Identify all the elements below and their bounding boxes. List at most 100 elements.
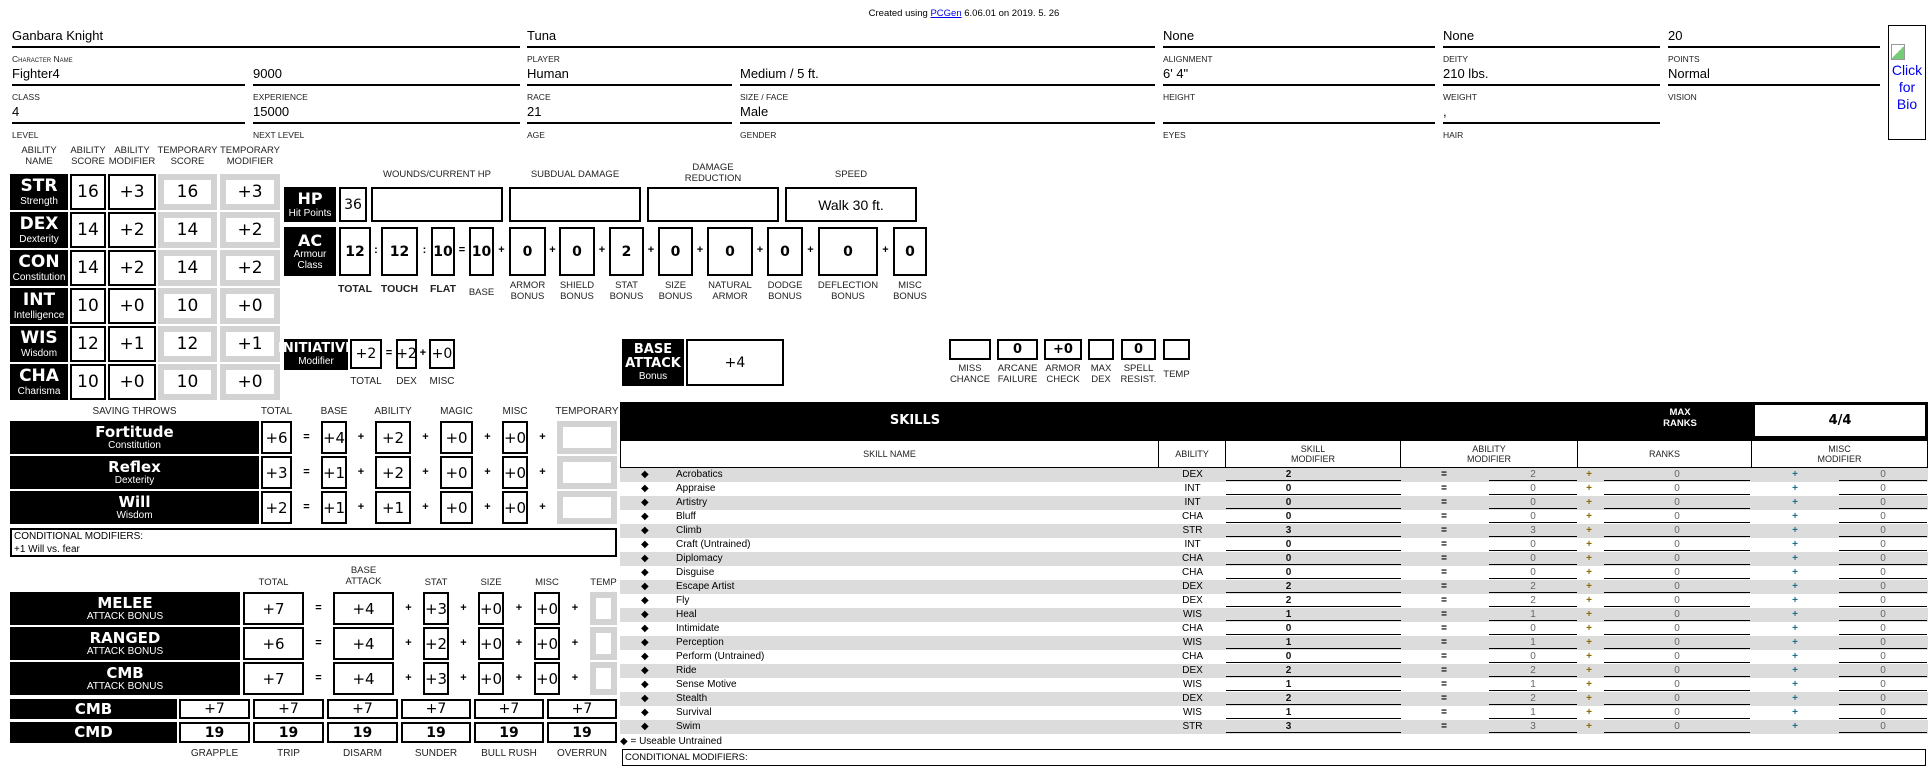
skill-operator: +: [1586, 511, 1592, 522]
save-temporary[interactable]: [557, 456, 617, 489]
ac-operator: +: [498, 244, 505, 256]
cmd-value: 19: [253, 722, 324, 743]
skill-row[interactable]: [620, 580, 1928, 594]
cmd-value: 19: [179, 722, 250, 743]
field-hair-label: HAIR: [1443, 130, 1464, 140]
attack-temp[interactable]: [590, 662, 617, 695]
skill-name[interactable]: Survival: [676, 707, 712, 718]
pcgen-link[interactable]: PCGen: [930, 8, 962, 19]
attack-header: STAT: [424, 577, 448, 588]
skill-operator: =: [1441, 679, 1447, 690]
max-ranks-label: MAX RANKS: [1663, 407, 1697, 429]
skill-name[interactable]: Diplomacy: [676, 553, 723, 564]
diamond-icon: ◆: [641, 623, 649, 634]
attack-header: TOTAL: [258, 577, 289, 588]
skill-name[interactable]: Swim: [676, 721, 701, 732]
skill-operator: +: [1792, 707, 1798, 718]
skill-ranks: 0: [1604, 720, 1750, 733]
temporary-score[interactable]: 10: [158, 288, 217, 324]
skill-row[interactable]: [620, 552, 1928, 566]
temporary-modifier[interactable]: +1: [220, 326, 280, 362]
skill-name[interactable]: Acrobatics: [676, 469, 723, 480]
temporary-score[interactable]: 12: [158, 326, 217, 362]
ac-label-7: SIZE BONUS: [658, 280, 693, 302]
ac-armor-bonus: 0: [509, 227, 546, 276]
skill-name[interactable]: Perception: [676, 637, 724, 648]
skill-modifier: 0: [1226, 538, 1401, 551]
attack-size: +0: [478, 662, 504, 695]
initiative-label-subtitle: Modifier: [298, 356, 334, 368]
save-temporary[interactable]: [557, 421, 617, 454]
skill-name[interactable]: Ride: [676, 665, 697, 676]
bio-link[interactable]: Click for Bio: [1888, 25, 1926, 140]
skill-modifier: 1: [1226, 706, 1401, 719]
save-temporary[interactable]: [557, 491, 617, 524]
ability-str: STR Strength: [10, 174, 68, 210]
initiative-dex-label: DEX: [396, 376, 417, 387]
diamond-icon: ◆: [641, 721, 649, 732]
maneuver-label: DISARM: [343, 748, 382, 759]
skill-ranks: 0: [1604, 636, 1750, 649]
ability-wis-subtitle: Wisdom: [20, 347, 58, 359]
skill-ranks: 0: [1604, 496, 1750, 509]
ability-modifier: +2: [108, 212, 156, 248]
skill-name[interactable]: Craft (Untrained): [676, 539, 751, 550]
temporary-modifier[interactable]: +0: [220, 364, 280, 400]
skill-row[interactable]: [620, 468, 1928, 482]
temporary-modifier[interactable]: +3: [220, 174, 280, 210]
skill-column-header: ABILITY: [1159, 441, 1226, 468]
skill-row[interactable]: [620, 664, 1928, 678]
skill-name[interactable]: Fly: [676, 595, 690, 606]
subdual-damage-box[interactable]: [509, 187, 641, 222]
temporary-modifier[interactable]: +0: [220, 288, 280, 324]
ac-label-title: AC: [297, 230, 323, 250]
skill-name[interactable]: Artistry: [676, 497, 708, 508]
skill-name[interactable]: Intimidate: [676, 623, 720, 634]
attack-total: +7: [243, 662, 304, 695]
skill-misc: 0: [1839, 538, 1927, 551]
temporary-score[interactable]: 10: [158, 364, 217, 400]
skill-row[interactable]: [620, 608, 1928, 622]
skill-row[interactable]: [620, 692, 1928, 706]
ac-operator: +: [598, 244, 606, 256]
skill-row[interactable]: [620, 496, 1928, 510]
field-hair-value: ,: [1443, 102, 1660, 124]
skill-operator: =: [1441, 581, 1447, 592]
skill-name[interactable]: Disguise: [676, 567, 715, 578]
temporary-score[interactable]: 14: [158, 212, 217, 248]
untrained-legend: ◆ = Useable Untrained: [620, 736, 920, 748]
temporary-score[interactable]: 14: [158, 250, 217, 286]
skill-row[interactable]: [620, 720, 1928, 734]
damage-reduction-box[interactable]: [647, 187, 779, 222]
skill-ranks: 0: [1604, 482, 1750, 495]
skill-name[interactable]: Heal: [676, 609, 697, 620]
skill-column-header: ABILITY MODIFIER: [1401, 441, 1578, 468]
attack-operator: +: [571, 602, 579, 614]
skill-ability-modifier: 0: [1489, 622, 1577, 635]
field-character-name-value: Ganbara Knight: [12, 26, 520, 48]
temporary-modifier[interactable]: +2: [220, 212, 280, 248]
skill-name[interactable]: Sense Motive: [676, 679, 737, 690]
skill-name[interactable]: Escape Artist: [676, 581, 735, 592]
attack-temp[interactable]: [590, 627, 617, 660]
skill-misc: 0: [1839, 566, 1927, 579]
skill-misc: 0: [1839, 496, 1927, 509]
save-base: +4: [321, 421, 347, 454]
skill-name[interactable]: Perform (Untrained): [676, 651, 765, 662]
skill-name[interactable]: Appraise: [676, 483, 716, 494]
skill-name[interactable]: Bluff: [676, 511, 696, 522]
attack-base: +4: [333, 627, 394, 660]
ability-con-subtitle: Constitution: [12, 271, 66, 283]
skill-name[interactable]: Climb: [676, 525, 702, 536]
skill-operator: +: [1586, 581, 1592, 592]
cmb-value: +7: [401, 699, 471, 719]
skill-row[interactable]: [620, 524, 1928, 538]
temporary-modifier[interactable]: +2: [220, 250, 280, 286]
skill-name[interactable]: Stealth: [676, 693, 708, 704]
wounds-box[interactable]: [371, 187, 503, 222]
diamond-icon: ◆: [641, 553, 649, 564]
skill-row[interactable]: [620, 636, 1928, 650]
temporary-score[interactable]: 16: [158, 174, 217, 210]
attack-temp[interactable]: [590, 592, 617, 625]
conditional-text: +1 Will vs. fear: [14, 543, 80, 555]
